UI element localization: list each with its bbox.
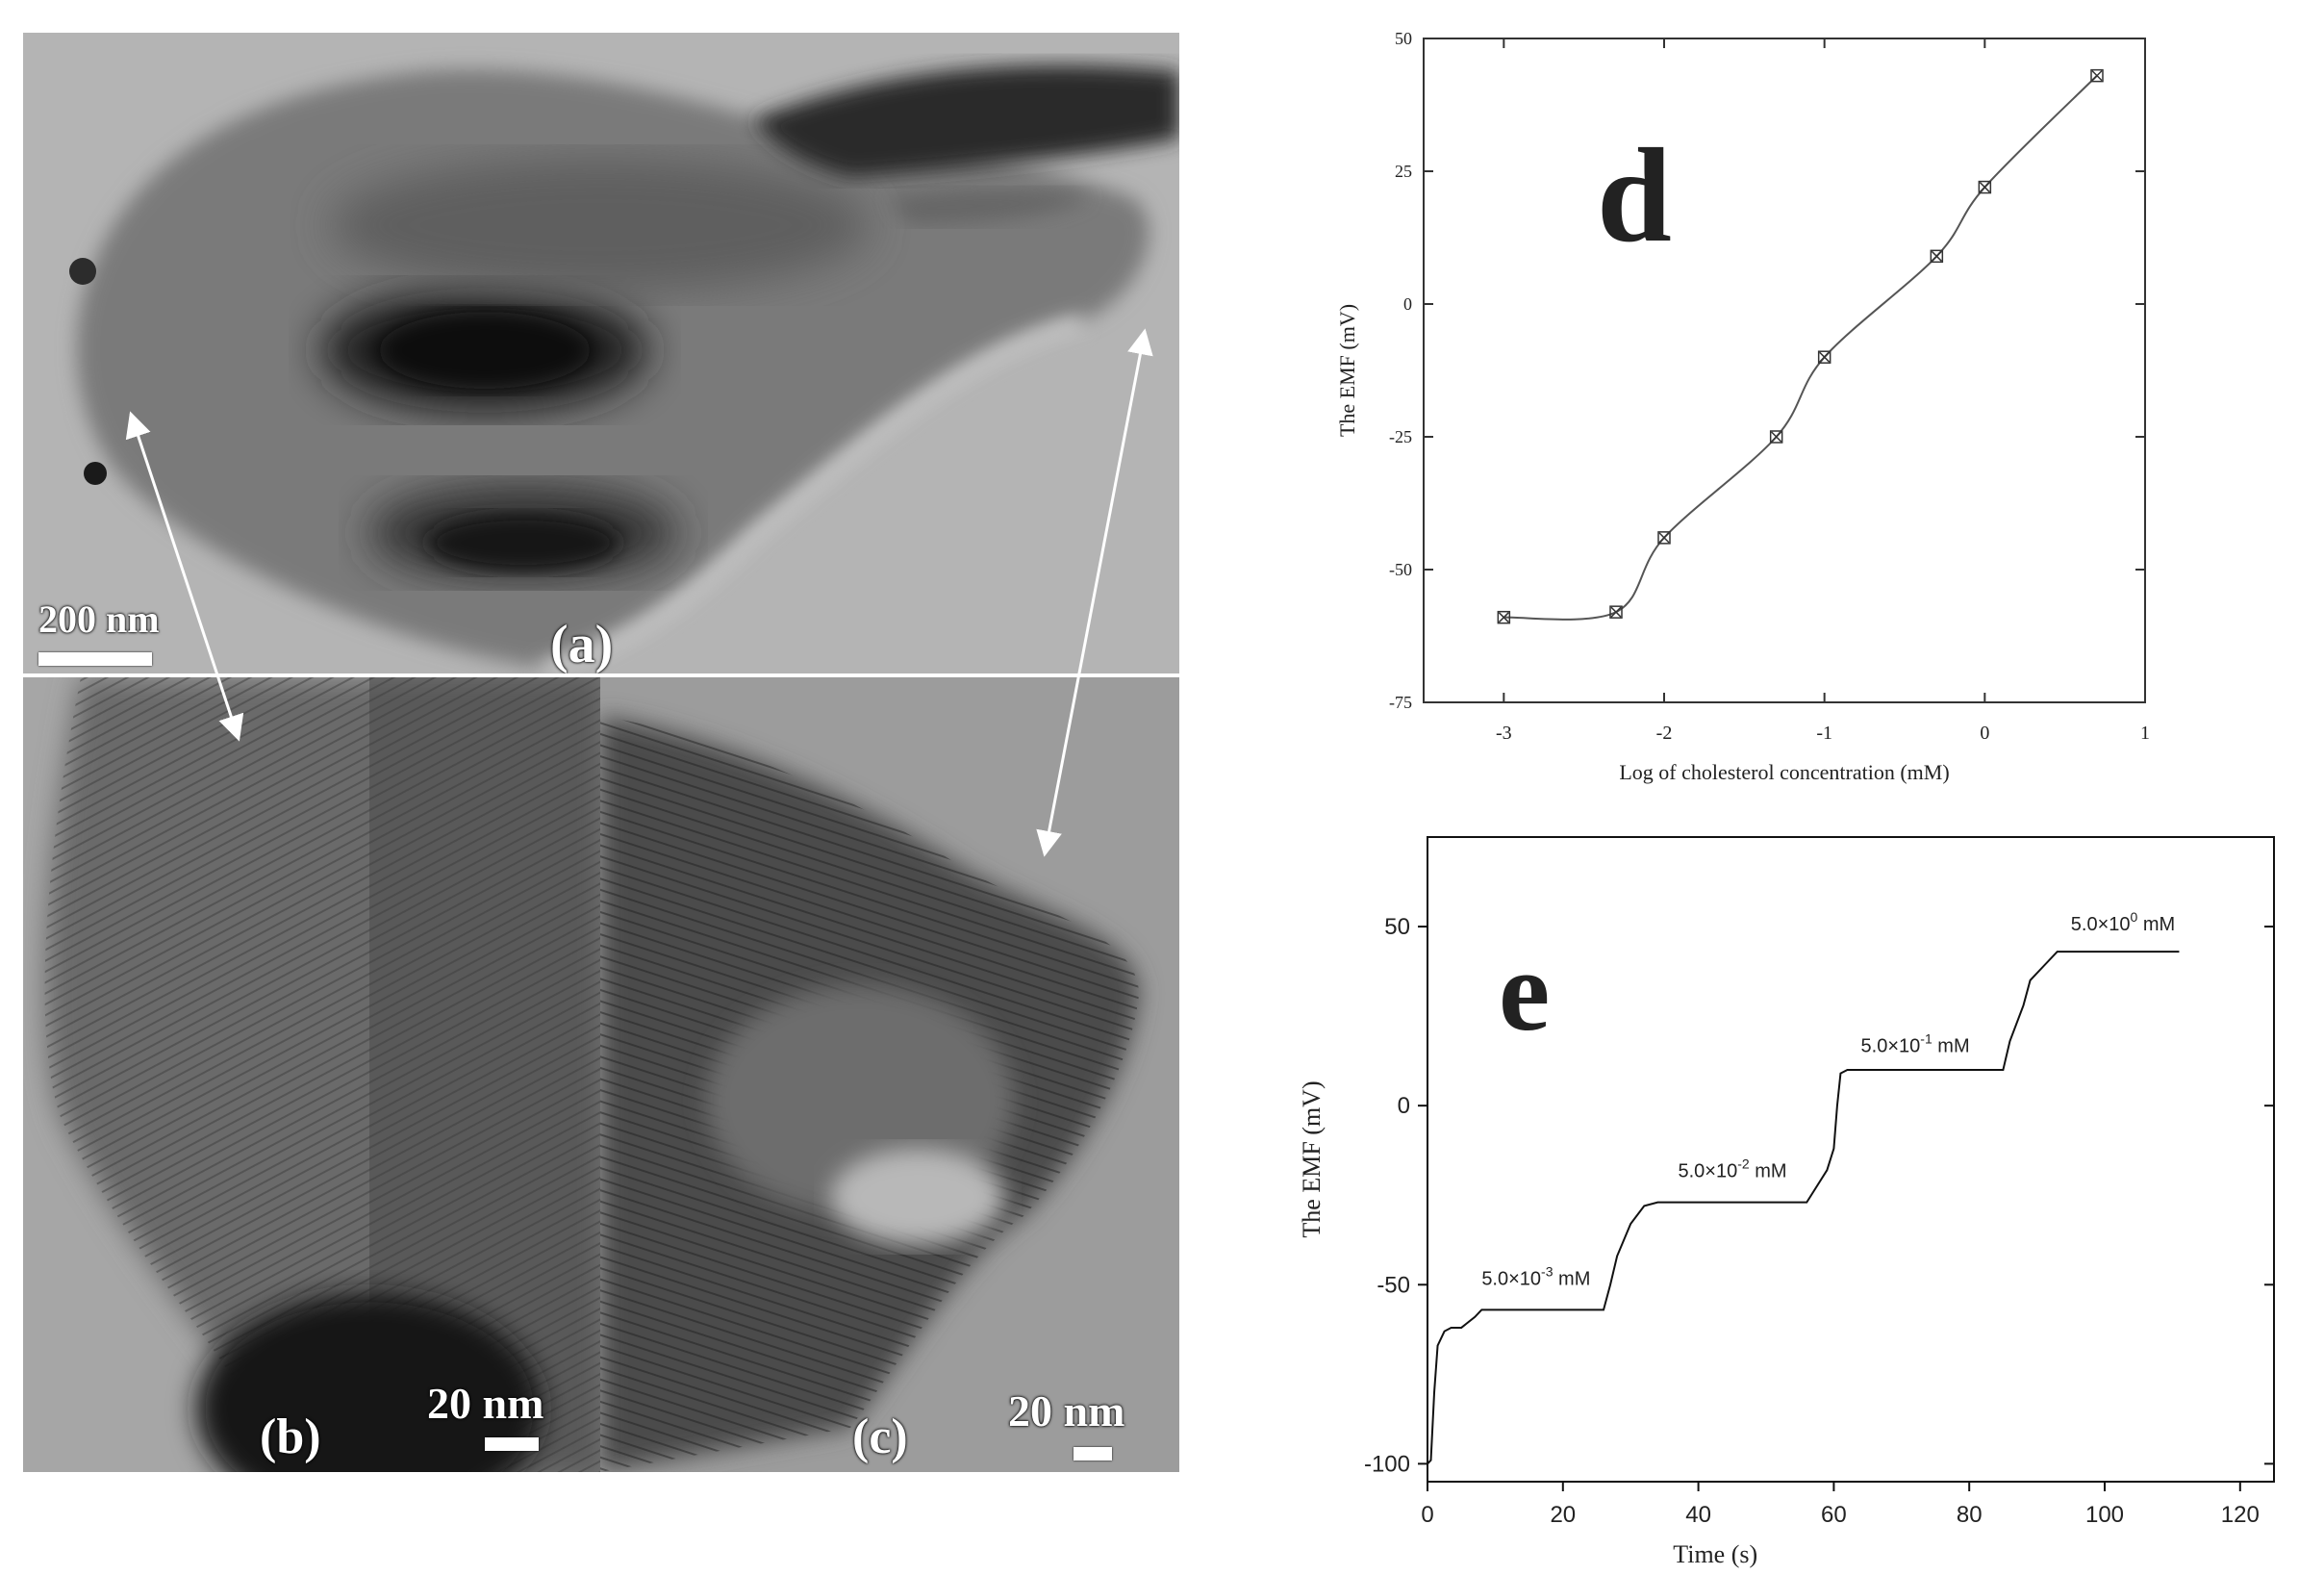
panel-label-b: (b) [260, 1410, 321, 1464]
panel-letter-d: d [1597, 121, 1672, 270]
y-tick-label-d: 50 [1395, 29, 1412, 48]
plot-frame-d [1423, 38, 2146, 703]
plot-frame-e [1427, 836, 2275, 1483]
chart-d-svg: -3 -2 -1 0 1 -75 -50 -25 0 25 50 Log of cholesterol… [1335, 29, 2150, 784]
series-line-d [1503, 74, 2098, 621]
x-tick-label-d: -1 [1816, 723, 1832, 744]
y-axis-label-d: The EMF (mV) [1335, 304, 1359, 437]
x-axis-label-d: Log of cholesterol concentration (mM) [1619, 760, 1949, 784]
x-tick-label-e: 0 [1421, 1502, 1433, 1528]
tem-panel-c: 20 nm (c) [600, 677, 1179, 1472]
x-tick-label-e: 80 [1957, 1502, 1983, 1528]
y-tick-label-e: 0 [1398, 1093, 1410, 1119]
tem-image-b [23, 677, 600, 1472]
scale-bar-b [485, 1437, 539, 1451]
y-tick-label-d: 0 [1403, 294, 1412, 314]
y-tick-label-d: 25 [1395, 162, 1412, 181]
data-point-d [2090, 68, 2104, 83]
y-tick-label-e: 50 [1384, 914, 1410, 940]
data-point-d [1497, 610, 1511, 624]
scale-label-a: 200 nm [38, 597, 160, 641]
y-tick-label-d: -25 [1389, 427, 1412, 446]
data-point-d [1769, 430, 1783, 444]
scale-label-b: 20 nm [427, 1379, 544, 1428]
data-point-d [1817, 350, 1831, 364]
tem-panel-a: 200 nm (a) [23, 33, 1179, 673]
x-tick-label-e: 60 [1821, 1502, 1847, 1528]
x-tick-label-e: 120 [2221, 1502, 2260, 1528]
tem-panel-b: 20 nm (b) [23, 677, 600, 1472]
tem-image-a [23, 33, 1179, 673]
x-tick-label-d: 1 [2140, 723, 2150, 744]
x-tick-label-e: 100 [2085, 1502, 2124, 1528]
data-point-marker-d [1498, 612, 1509, 623]
x-tick-label-d: -3 [1496, 723, 1512, 744]
data-point-marker-d [1819, 351, 1831, 363]
chart-d: -3 -2 -1 0 1 -75 -50 -25 0 25 50 Log of cholesterol… [1308, 0, 2270, 808]
y-axis-label-e: The EMF (mV) [1298, 1080, 1326, 1237]
data-point-d [1978, 180, 1992, 194]
concentration-annotation-e: 5.0×10-2 mM [1678, 1156, 1786, 1182]
scale-bar-c [1074, 1447, 1112, 1461]
data-point-marker-d [1658, 532, 1670, 544]
scale-label-c: 20 nm [1008, 1386, 1125, 1435]
x-tick-label-e: 40 [1685, 1502, 1711, 1528]
x-tick-label-d: 0 [1980, 723, 1989, 744]
x-axis-label-e: Time (s) [1673, 1540, 1757, 1568]
data-point-d [1609, 605, 1623, 619]
y-tick-label-d: -50 [1389, 560, 1412, 579]
y-tick-label-d: -75 [1389, 693, 1412, 712]
concentration-annotation-e: 5.0×10-3 mM [1481, 1263, 1590, 1289]
data-point-marker-d [1610, 606, 1622, 618]
panel-label-a: (a) [550, 615, 614, 673]
scale-bar-a [38, 652, 152, 666]
data-point-d [1930, 249, 1944, 264]
y-tick-label-e: -100 [1364, 1451, 1410, 1477]
data-point-d [1657, 531, 1671, 545]
chart-e-svg: 0 20 40 60 80 100 120 -100 -50 0 50 Time (s) The EMF… [1298, 836, 2275, 1568]
chart-e: 0 20 40 60 80 100 120 -100 -50 0 50 Time (s) The EMF… [1260, 808, 2324, 1570]
x-tick-label-d: -2 [1656, 723, 1673, 744]
concentration-annotation-e: 5.0×100 mM [2071, 909, 2175, 935]
x-tick-label-e: 20 [1550, 1502, 1576, 1528]
y-tick-label-e: -50 [1377, 1272, 1410, 1298]
data-point-marker-d [2091, 70, 2103, 82]
tem-image-c [600, 677, 1179, 1472]
data-point-marker-d [1931, 250, 1942, 262]
data-point-marker-d [1979, 182, 1990, 193]
concentration-annotation-e: 5.0×10-1 mM [1861, 1030, 1970, 1056]
panel-label-c: (c) [852, 1410, 908, 1464]
data-point-marker-d [1771, 431, 1782, 443]
series-line-e [1427, 951, 2180, 1465]
panel-letter-e: e [1499, 927, 1550, 1054]
